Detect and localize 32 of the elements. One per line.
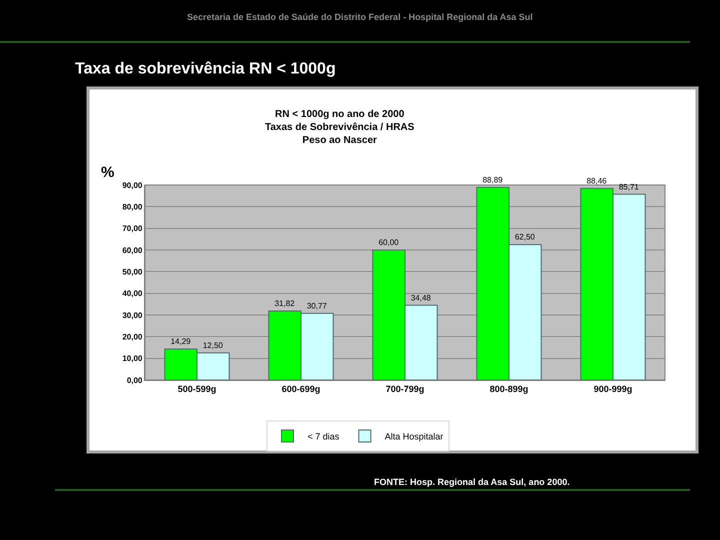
data-label: 88,46 xyxy=(586,176,608,186)
chart-subtitle: RN < 1000g no ano de 2000 Taxas de Sobrevivência / HRAS Peso ao Nascer xyxy=(265,109,415,146)
y-tick-label: 40,00 xyxy=(122,289,143,298)
data-label: 31,82 xyxy=(274,299,296,308)
data-label: 85,71 xyxy=(618,182,640,192)
y-axis-title: % xyxy=(101,164,114,181)
y-tick-label: 10,00 xyxy=(122,354,143,364)
y-tick-label: 90,00 xyxy=(122,180,143,190)
data-label: 34,48 xyxy=(410,293,432,302)
y-tick-label: 30,00 xyxy=(122,310,143,320)
x-tick-label: 900-999g xyxy=(594,384,632,394)
legend-label: Alta Hospitalar xyxy=(384,432,444,442)
y-tick-label: 70,00 xyxy=(122,224,143,234)
chart-title: Taxa de sobrevivência RN < 1000g xyxy=(75,60,336,78)
y-tick-label: 20,00 xyxy=(122,332,143,342)
x-tick-label: 600-699g xyxy=(282,384,320,394)
data-label: 60,00 xyxy=(378,238,400,247)
text: Secretaria de Estado de Saúde do Distrito Federal - Hospital Regional da Asa Sul xyxy=(187,12,533,22)
x-tick-label: 700-799g xyxy=(386,384,424,394)
data-label: 30,77 xyxy=(306,301,328,310)
y-tick-label: 60,00 xyxy=(122,246,143,255)
x-tick-label: 800-899g xyxy=(490,384,528,394)
legend-label: < 7 dias xyxy=(308,432,340,442)
y-tick-label: 50,00 xyxy=(122,267,143,276)
source-note: FONTE: Hosp. Regional da Asa Sul, ano 2000. xyxy=(374,477,570,487)
data-label: 62,50 xyxy=(514,232,536,242)
data-label: 14,29 xyxy=(170,337,192,346)
x-tick-label: 500-599g xyxy=(178,384,216,394)
data-label: 12,50 xyxy=(202,340,224,350)
y-tick-label: 80,00 xyxy=(122,202,143,212)
data-label: 88,89 xyxy=(482,175,504,184)
y-tick-label: 0,00 xyxy=(126,376,143,385)
